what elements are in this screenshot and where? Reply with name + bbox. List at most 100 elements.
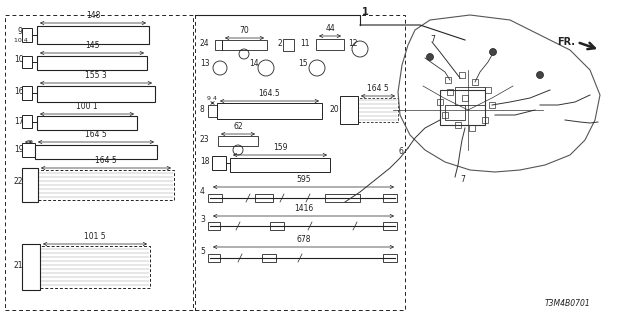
Bar [22,244,40,290]
Text: 3: 3 [200,215,205,225]
Text: FR.: FR. [557,37,575,47]
Circle shape [490,49,497,55]
Text: 595: 595 [296,175,311,184]
Text: 159: 159 [273,143,287,152]
Bar [37,56,147,70]
Bar [482,117,488,123]
Bar [22,56,32,68]
Text: 9: 9 [29,140,33,145]
Bar [22,28,32,42]
Text: 12: 12 [348,38,358,47]
Bar [40,246,150,288]
Bar [195,15,405,310]
Bar [215,40,222,50]
Bar [208,105,217,117]
Text: 101 5: 101 5 [84,232,106,241]
Text: 9 4: 9 4 [207,96,217,101]
Bar [455,87,485,105]
Circle shape [536,71,543,78]
Bar [445,77,451,83]
Bar [22,86,32,100]
Bar [325,194,360,202]
Bar [208,254,220,262]
Bar [212,156,226,170]
Text: 164 5: 164 5 [367,84,389,93]
Bar [485,87,491,93]
Text: 13: 13 [200,60,210,68]
Bar [22,143,35,157]
Bar [383,194,397,202]
Bar [22,115,32,128]
Bar [462,95,468,101]
Text: 20: 20 [330,106,340,115]
Bar [459,72,465,78]
Text: 10 4: 10 4 [14,38,28,44]
Text: 19: 19 [14,146,24,155]
Text: 70: 70 [239,26,250,35]
Text: 1416: 1416 [294,204,313,213]
Bar [358,98,398,122]
Text: 678: 678 [296,235,311,244]
Bar [455,122,461,128]
Bar [442,112,448,118]
Text: 18: 18 [200,157,209,166]
Text: 7: 7 [430,36,435,44]
Text: 17: 17 [14,116,24,125]
Bar [437,99,443,105]
Bar [383,254,397,262]
Text: 164.5: 164.5 [259,89,280,98]
Text: 21: 21 [14,260,24,269]
Bar [440,90,485,125]
Text: 15: 15 [298,60,308,68]
Bar [37,116,137,130]
Bar [489,102,495,108]
Text: 23: 23 [200,135,210,145]
Text: 4: 4 [200,188,205,196]
Text: 9: 9 [18,28,23,36]
Bar [472,79,478,85]
Text: 16: 16 [14,87,24,97]
Text: 14: 14 [249,60,259,68]
Text: 164 5: 164 5 [85,130,107,139]
Bar [22,168,38,202]
Bar [283,39,294,51]
Bar [262,254,276,262]
Text: 155 3: 155 3 [85,71,107,80]
Bar [445,105,465,120]
Bar [218,136,258,146]
Text: 5: 5 [200,247,205,257]
Bar [383,222,397,230]
Circle shape [426,53,433,60]
Bar [208,222,220,230]
Bar [38,170,174,200]
Bar [5,15,193,310]
Bar [469,125,475,131]
Text: T3M4B0701: T3M4B0701 [544,299,590,308]
Bar [255,194,273,202]
Bar [217,103,322,119]
Bar [340,96,358,124]
Text: 22: 22 [14,178,24,187]
Text: 100 1: 100 1 [76,102,98,111]
Bar [35,145,157,159]
Text: 145: 145 [84,41,99,50]
Text: 10: 10 [14,55,24,65]
Text: 44: 44 [325,24,335,33]
Text: 8: 8 [200,106,205,115]
Text: 24: 24 [200,38,210,47]
Text: 7: 7 [460,175,465,185]
Bar [230,158,330,172]
Text: 2: 2 [278,38,283,47]
Bar [208,194,222,202]
Text: 148: 148 [86,11,100,20]
Text: 62: 62 [233,122,243,131]
Bar [270,222,284,230]
Bar [447,89,453,95]
Text: 6: 6 [398,148,403,156]
Text: 164 5: 164 5 [95,156,117,165]
Bar [222,40,267,50]
Text: 1: 1 [362,7,369,17]
Bar [316,39,344,50]
Bar [37,86,155,102]
Bar [37,26,149,44]
